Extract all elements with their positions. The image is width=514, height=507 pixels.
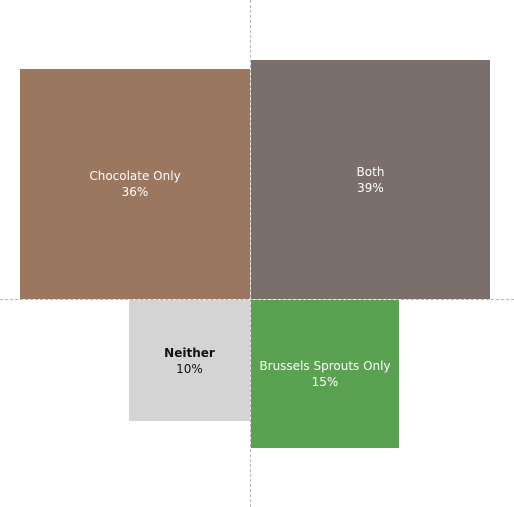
tile-label: Brussels Sprouts Only <box>259 359 391 373</box>
tile-chocolate-only: Chocolate Only 36% <box>20 69 250 299</box>
tile-label: Both <box>356 164 385 179</box>
tile-label: Neither <box>164 345 215 360</box>
tile-label: Chocolate Only <box>89 169 181 183</box>
vertical-divider <box>250 0 251 507</box>
tile-neither: Neither 10% <box>129 300 250 421</box>
tile-value: 39% <box>357 180 384 195</box>
tile-brussels-sprouts-only: Brussels Sprouts Only 15% <box>251 300 399 448</box>
tile-value: 10% <box>176 361 203 376</box>
horizontal-divider <box>0 299 514 300</box>
tile-both: Both 39% <box>251 60 490 299</box>
tile-value: 15% <box>311 375 339 389</box>
tile-value: 36% <box>121 185 149 199</box>
